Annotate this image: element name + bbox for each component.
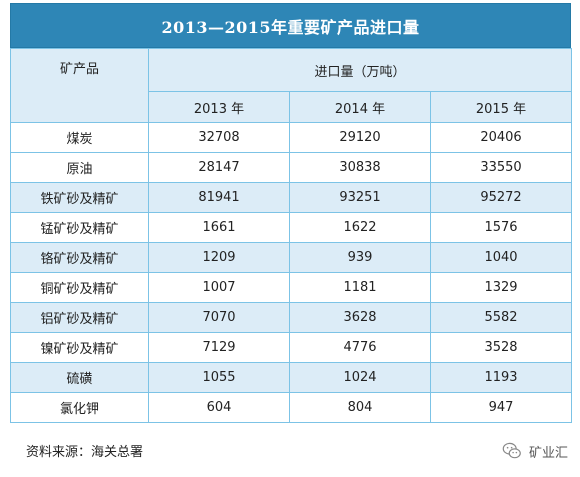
cell-2013: 7070: [148, 302, 290, 333]
cell-2013: 32708: [148, 122, 290, 153]
cell-2013: 1055: [148, 362, 290, 393]
table-title: 2013—2015年重要矿产品进口量: [10, 3, 571, 48]
row-label: 铁矿砂及精矿: [10, 182, 149, 213]
wechat-icon: [502, 442, 521, 459]
import-table-card: 2013—2015年重要矿产品进口量 矿产品 进口量（万吨） 2013 年 20…: [10, 3, 572, 440]
cell-2014: 804: [289, 392, 431, 423]
cell-2013: 7129: [148, 332, 290, 363]
cell-2014: 1622: [289, 212, 431, 243]
cell-2015: 3528: [430, 332, 572, 363]
row-label: 铝矿砂及精矿: [10, 302, 149, 333]
header-row-group: 矿产品 进口量（万吨）: [10, 48, 572, 123]
cell-2015: 1576: [430, 212, 572, 243]
import-volume-group-header: 进口量（万吨）: [148, 48, 572, 92]
cell-2014: 93251: [289, 182, 431, 213]
row-label: 氯化钾: [10, 392, 149, 423]
header-row-years: 2013 年 2014 年 2015 年: [11, 91, 572, 123]
cell-2015: 95272: [430, 182, 572, 213]
table-row: 原油 28147 30838 33550: [10, 152, 572, 183]
row-label: 硫磺: [10, 362, 149, 393]
import-volume-table: 矿产品 进口量（万吨） 2013 年 2014 年 2015 年 煤炭 3270…: [10, 48, 572, 423]
cell-2015: 1040: [430, 242, 572, 273]
table-row: 煤炭 32708 29120 20406: [10, 122, 572, 153]
table-row: 锰矿砂及精矿 1661 1622 1576: [10, 212, 572, 243]
cell-2014: 30838: [289, 152, 431, 183]
cell-2013: 604: [148, 392, 290, 423]
cell-2013: 1007: [148, 272, 290, 303]
cell-2015: 20406: [430, 122, 572, 153]
cell-2013: 1209: [148, 242, 290, 273]
cell-2014: 1181: [289, 272, 431, 303]
table-row: 氯化钾 604 804 947: [10, 392, 572, 423]
table-row: 铜矿砂及精矿 1007 1181 1329: [10, 272, 572, 303]
table-row: 镍矿砂及精矿 7129 4776 3528: [10, 332, 572, 363]
row-label: 镍矿砂及精矿: [10, 332, 149, 363]
row-label: 煤炭: [10, 122, 149, 153]
cell-2014: 1024: [289, 362, 431, 393]
year-header-2015: 2015 年: [430, 91, 572, 123]
row-label: 锰矿砂及精矿: [10, 212, 149, 243]
row-label: 铬矿砂及精矿: [10, 242, 149, 273]
cell-2015: 1193: [430, 362, 572, 393]
cell-2014: 3628: [289, 302, 431, 333]
cell-2015: 5582: [430, 302, 572, 333]
table-row: 铝矿砂及精矿 7070 3628 5582: [10, 302, 572, 333]
cell-2014: 939: [289, 242, 431, 273]
cell-2013: 28147: [148, 152, 290, 183]
row-label: 铜矿砂及精矿: [10, 272, 149, 303]
cell-2014: 4776: [289, 332, 431, 363]
cell-2015: 33550: [430, 152, 572, 183]
year-header-2013: 2013 年: [148, 91, 290, 123]
product-column-header: 矿产品: [10, 48, 149, 123]
year-header-2014: 2014 年: [289, 91, 431, 123]
cell-2013: 81941: [148, 182, 290, 213]
cell-2013: 1661: [148, 212, 290, 243]
cell-2014: 29120: [289, 122, 431, 153]
cell-2015: 947: [430, 392, 572, 423]
account-watermark: 矿业汇: [501, 440, 568, 462]
table-row: 铬矿砂及精矿 1209 939 1040: [10, 242, 572, 273]
brand-name: 矿业汇: [528, 445, 568, 461]
cell-2015: 1329: [430, 272, 572, 303]
source-note: 资料来源：海关总署: [26, 445, 144, 460]
table-row: 硫磺 1055 1024 1193: [10, 362, 572, 393]
table-row: 铁矿砂及精矿 81941 93251 95272: [10, 182, 572, 213]
row-label: 原油: [10, 152, 149, 183]
